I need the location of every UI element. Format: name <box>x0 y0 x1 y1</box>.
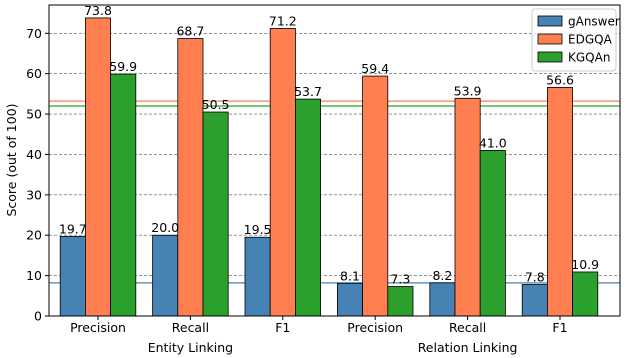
bar-ganswer <box>521 284 548 317</box>
legend-label: gAnswer <box>568 15 620 29</box>
x-tick-label: Precision <box>347 320 403 335</box>
data-label: 68.7 <box>176 24 204 39</box>
data-labels: 19.7 20.0 19.5 8.1 8.2 7.8 73.8 68.7 71.2 59.4 53.… <box>59 3 599 287</box>
y-tick-label: 10 <box>26 268 42 283</box>
data-label: 50.5 <box>202 97 230 112</box>
data-label: 59.4 <box>361 61 389 76</box>
data-label: 7.3 <box>390 272 410 287</box>
x-tick-label: F1 <box>275 320 290 335</box>
bar-edgqa <box>177 38 204 317</box>
grid-lines <box>49 32 620 276</box>
bar-kgqan <box>294 98 321 317</box>
data-label: 71.2 <box>269 13 297 28</box>
y-tick-label: 60 <box>26 66 42 81</box>
data-label: 73.8 <box>84 3 112 18</box>
bar-ganswer <box>336 282 363 317</box>
bar-edgqa <box>85 17 112 317</box>
bar-ganswer <box>429 282 456 317</box>
data-label: 41.0 <box>479 135 507 150</box>
x-tick-label: Precision <box>70 320 126 335</box>
y-tick-label: 0 <box>34 309 42 324</box>
y-tick-label: 20 <box>26 228 42 243</box>
data-label: 53.7 <box>294 84 322 99</box>
legend-swatch <box>537 51 563 63</box>
data-label: 19.5 <box>244 222 272 237</box>
bar-edgqa <box>362 75 389 317</box>
reference-lines <box>49 100 620 284</box>
data-label: 19.7 <box>59 221 87 236</box>
bar-ganswer <box>152 234 179 317</box>
data-label: 8.1 <box>340 268 360 283</box>
legend: gAnswer EDGQA KGQAn <box>531 8 620 72</box>
bar-kgqan <box>572 271 599 317</box>
y-tick-label: 50 <box>26 107 42 122</box>
bar-edgqa <box>454 97 481 317</box>
bar-kgqan <box>202 111 229 317</box>
x-tick-label: Recall <box>172 320 209 335</box>
legend-label: KGQAn <box>568 51 610 65</box>
x-tick-label: F1 <box>552 320 567 335</box>
x-group-label: Relation Linking <box>418 340 518 355</box>
legend-label: EDGQA <box>568 33 613 47</box>
bar-kgqan <box>387 286 414 317</box>
bar-kgqan <box>110 73 137 317</box>
legend-swatch <box>537 33 563 45</box>
y-tick-label: 40 <box>26 147 42 162</box>
x-axis: Precision Recall F1 Precision Recall F1 Entity… <box>70 316 568 355</box>
y-axis-label: Score (out of 100) <box>4 103 19 216</box>
y-tick-label: 30 <box>26 187 42 202</box>
y-tick-label: 70 <box>26 26 42 41</box>
legend-swatch <box>537 15 563 27</box>
data-label: 7.8 <box>525 269 545 284</box>
data-label: 56.6 <box>546 72 574 87</box>
bar-kgqan <box>479 150 506 317</box>
bars <box>59 17 599 317</box>
plot-frame <box>48 4 621 317</box>
bar-ganswer <box>59 236 86 317</box>
data-label: 20.0 <box>151 220 179 235</box>
x-group-label: Entity Linking <box>148 340 233 355</box>
bar-edgqa <box>547 86 574 317</box>
x-tick-label: Recall <box>449 320 486 335</box>
y-axis: 0 10 20 30 40 50 60 70 <box>26 26 49 324</box>
bar-ganswer <box>244 236 271 317</box>
data-label: 10.9 <box>571 257 599 272</box>
data-label: 8.2 <box>432 268 452 283</box>
bar-edgqa <box>269 28 296 317</box>
data-label: 59.9 <box>109 59 137 74</box>
data-label: 53.9 <box>454 83 482 98</box>
